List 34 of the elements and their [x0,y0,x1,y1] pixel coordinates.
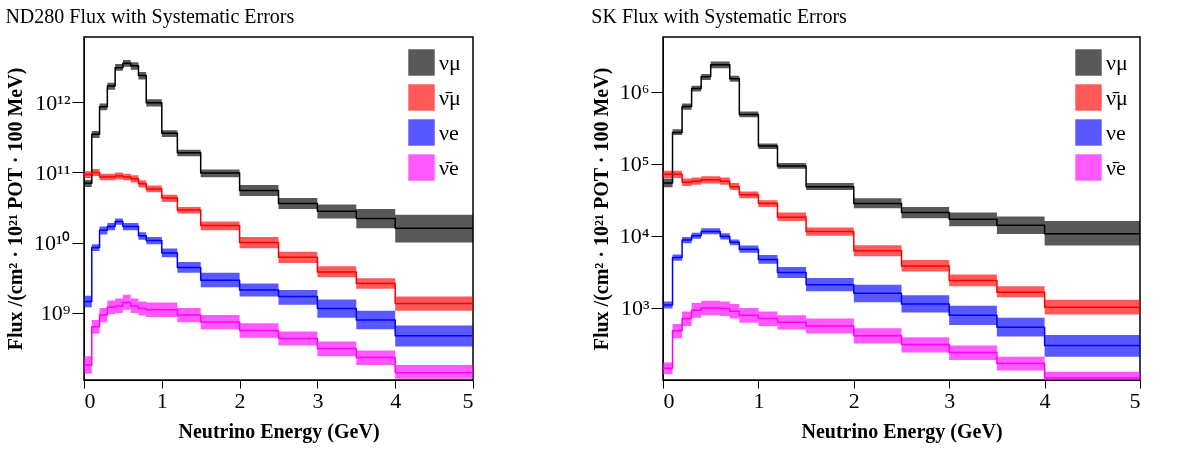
y-tick-label: 10¹² [35,89,71,115]
x-axis-title: Neutrino Energy (GeV) [801,419,1003,443]
legend-label: ν̄μ [439,84,461,110]
x-tick-label: 3 [312,387,324,413]
x-tick-label: 3 [944,387,956,413]
legend-label: ν̄μ [1106,84,1128,110]
y-tick-label: 10⁴ [619,223,650,249]
y-axis-title: Flux /(cm² · 10²¹ POT · 100 MeV) [589,67,613,351]
x-tick-label: 0 [84,387,96,413]
legend-label: νμ [1106,49,1128,75]
x-tick-label: 2 [848,387,860,413]
x-tick-label: 0 [663,387,675,413]
y-tick-label: 10¹¹ [35,159,71,185]
legend-label: νe [1106,119,1126,145]
legend-label: νμ [439,49,461,75]
chart-title: SK Flux with Systematic Errors [591,5,848,28]
y-tick-label: 10³ [620,295,650,321]
legend-label: νe [439,119,459,145]
y-tick-label: 10⁶ [619,79,650,105]
legend-label: ν̄e [439,154,459,180]
x-tick-label: 4 [1039,387,1051,413]
y-tick-label: 10¹⁰ [33,230,71,256]
chart-title: ND280 Flux with Systematic Errors [5,5,295,28]
x-tick-label: 1 [753,387,765,413]
x-tick-label: 2 [234,387,246,413]
x-tick-label: 5 [462,387,474,413]
x-tick-label: 1 [156,387,168,413]
x-tick-label: 4 [390,387,402,413]
x-tick-label: 5 [1129,387,1141,413]
y-tick-label: 10⁵ [619,151,650,177]
x-axis-title: Neutrino Energy (GeV) [178,419,380,443]
y-axis-title: Flux /(cm² · 10²¹ POT · 100 MeV) [3,67,27,351]
legend-label: ν̄e [1106,154,1126,180]
y-tick-label: 10⁹ [40,300,71,326]
